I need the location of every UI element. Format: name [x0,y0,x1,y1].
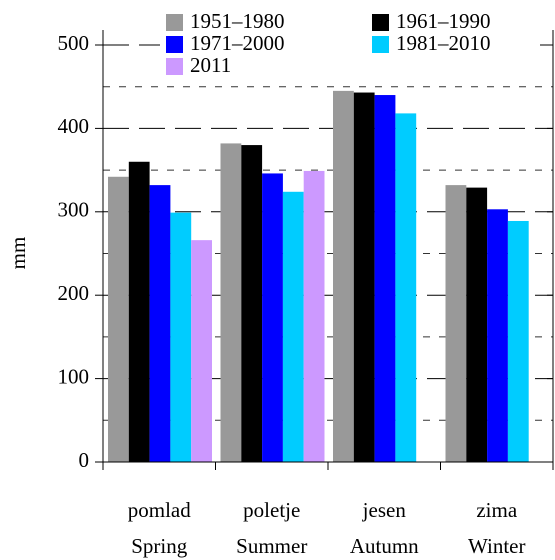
bar [374,95,396,462]
bar [353,92,375,463]
bar [395,113,417,462]
legend-label: 1951–1980 [190,9,285,33]
legend-swatch [166,36,183,53]
bar [170,212,192,462]
bar [333,90,354,463]
bar [466,187,488,462]
x-tick-label: pomlad [128,498,191,522]
legend-swatch [166,58,183,75]
bar [108,176,129,462]
legend-label: 2011 [190,53,231,77]
legend-label: 1971–2000 [190,31,285,55]
y-tick-label: 0 [79,448,90,472]
legend-background [160,6,540,86]
y-tick-label: 500 [58,31,90,55]
x-tick-label: Spring [131,534,188,558]
y-axis-label: mm [6,237,30,270]
bar [128,161,150,462]
bar [262,173,283,462]
y-tick-label: 400 [58,114,90,138]
bar [149,185,171,462]
x-tick-label: Autumn [350,534,419,558]
y-tick-label: 200 [58,281,90,305]
x-tick-label: poletje [243,498,300,522]
legend-swatch [372,36,389,53]
y-tick-label: 100 [58,364,90,388]
bar [303,170,325,462]
x-tick-label: jesen [362,498,407,522]
y-tick-label: 300 [58,198,90,222]
x-tick-label: Summer [236,534,307,558]
bar [191,240,212,462]
x-tick-label: zima [476,498,517,522]
bar [445,185,467,462]
bar [487,209,508,462]
legend-label: 1961–1990 [396,9,491,33]
bar [220,143,242,463]
x-tick-label: Winter [468,534,525,558]
legend-swatch [166,14,183,31]
bar [241,145,263,462]
legend-swatch [372,14,389,31]
bar [282,191,304,462]
bar [507,220,529,462]
legend-label: 1981–2010 [396,31,491,55]
